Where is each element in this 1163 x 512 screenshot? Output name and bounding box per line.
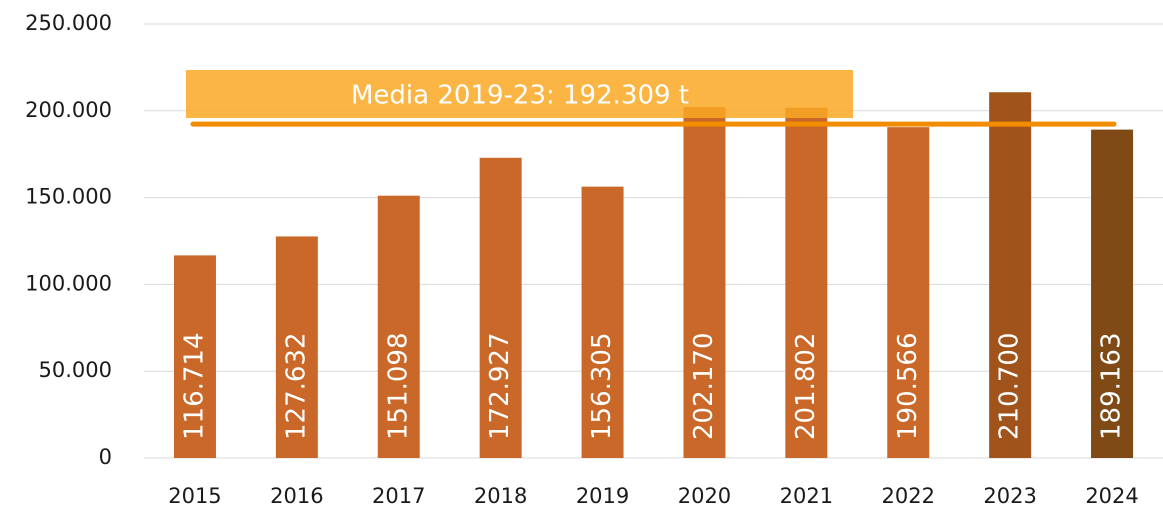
x-tick-label: 2017	[372, 484, 425, 508]
y-tick-label: 200.000	[25, 98, 112, 122]
bar	[479, 157, 522, 459]
value-label: 116.714	[179, 332, 209, 440]
y-tick-label: 50.000	[39, 358, 112, 382]
x-tick-label: 2024	[1085, 484, 1138, 508]
bar	[173, 255, 216, 458]
bar	[785, 107, 828, 459]
x-tick-label: 2023	[983, 484, 1036, 508]
x-tick-label: 2018	[474, 484, 527, 508]
bar	[989, 92, 1032, 459]
annotation-box	[186, 70, 853, 118]
value-label: 156.305	[587, 332, 617, 440]
x-tick-label: 2022	[882, 484, 935, 508]
value-label: 190.566	[893, 332, 923, 440]
value-label: 172.927	[485, 332, 515, 440]
x-tick-label: 2015	[168, 484, 221, 508]
y-tick-label: 0	[99, 445, 112, 469]
value-label: 202.170	[689, 332, 719, 440]
value-label: 127.632	[281, 332, 311, 440]
bar	[275, 236, 318, 458]
y-tick-label: 100.000	[25, 271, 112, 295]
y-tick-label: 150.000	[25, 185, 112, 209]
annotation-text: Media 2019-23: 192.309 t	[351, 81, 689, 111]
bar	[1091, 129, 1134, 458]
value-label: 151.098	[383, 332, 413, 440]
value-label: 210.700	[995, 332, 1025, 440]
bar	[581, 186, 624, 458]
bar	[683, 107, 726, 458]
bar	[377, 195, 420, 458]
x-tick-label: 2020	[678, 484, 731, 508]
y-tick-label: 250.000	[25, 11, 112, 35]
value-label: 201.802	[791, 332, 821, 440]
value-label: 189.163	[1097, 332, 1127, 440]
x-tick-label: 2021	[780, 484, 833, 508]
x-tick-label: 2016	[270, 484, 323, 508]
x-tick-label: 2019	[576, 484, 629, 508]
bar	[887, 127, 930, 458]
